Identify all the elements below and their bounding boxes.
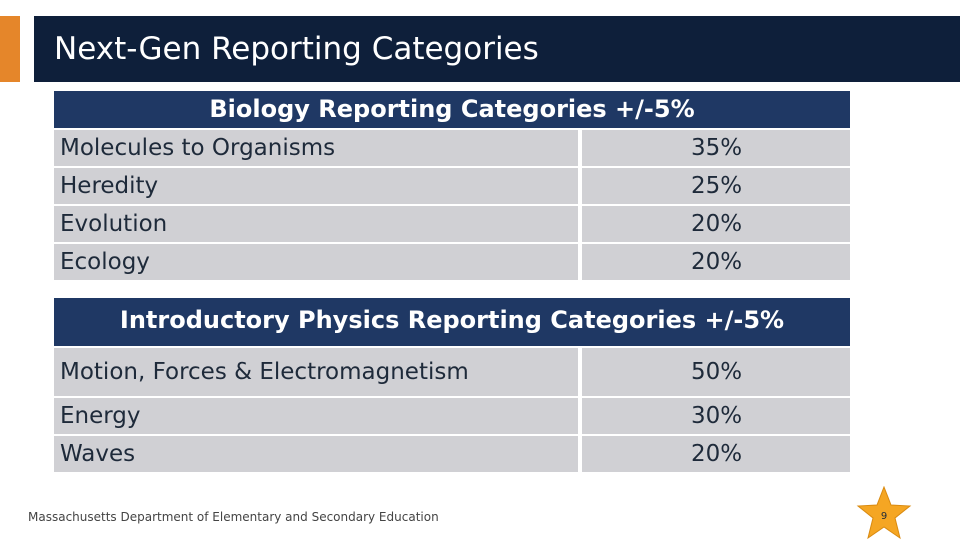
category-percent: 20% [582, 206, 850, 242]
star-shape [856, 486, 912, 540]
table-row: Heredity 25% [54, 168, 850, 204]
table-row: Energy 30% [54, 398, 850, 434]
category-percent: 25% [582, 168, 850, 204]
category-label: Waves [54, 436, 578, 472]
biology-table-header: Biology Reporting Categories +/-5% [54, 91, 850, 128]
table-row: Evolution 20% [54, 206, 850, 242]
biology-table: Biology Reporting Categories +/-5% Molec… [54, 91, 850, 280]
category-label: Molecules to Organisms [54, 130, 578, 166]
category-label: Energy [54, 398, 578, 434]
footer-text: Massachusetts Department of Elementary a… [28, 510, 439, 524]
category-percent: 30% [582, 398, 850, 434]
table-row: Waves 20% [54, 436, 850, 472]
physics-table-header: Introductory Physics Reporting Categorie… [54, 298, 850, 346]
category-label: Evolution [54, 206, 578, 242]
title-bar: Next-Gen Reporting Categories [34, 16, 960, 82]
category-percent: 20% [582, 436, 850, 472]
category-percent: 50% [582, 348, 850, 396]
category-percent: 35% [582, 130, 850, 166]
page-number: 9 [881, 511, 887, 522]
category-label: Ecology [54, 244, 578, 280]
table-row: Motion, Forces & Electromagnetism 50% [54, 348, 850, 396]
category-percent: 20% [582, 244, 850, 280]
category-label: Heredity [54, 168, 578, 204]
category-label: Motion, Forces & Electromagnetism [54, 348, 578, 396]
table-row: Molecules to Organisms 35% [54, 130, 850, 166]
slide-title: Next-Gen Reporting Categories [54, 31, 539, 67]
table-row: Ecology 20% [54, 244, 850, 280]
accent-bar [0, 16, 20, 82]
physics-table: Introductory Physics Reporting Categorie… [54, 298, 850, 472]
star-icon: 9 [856, 486, 912, 540]
